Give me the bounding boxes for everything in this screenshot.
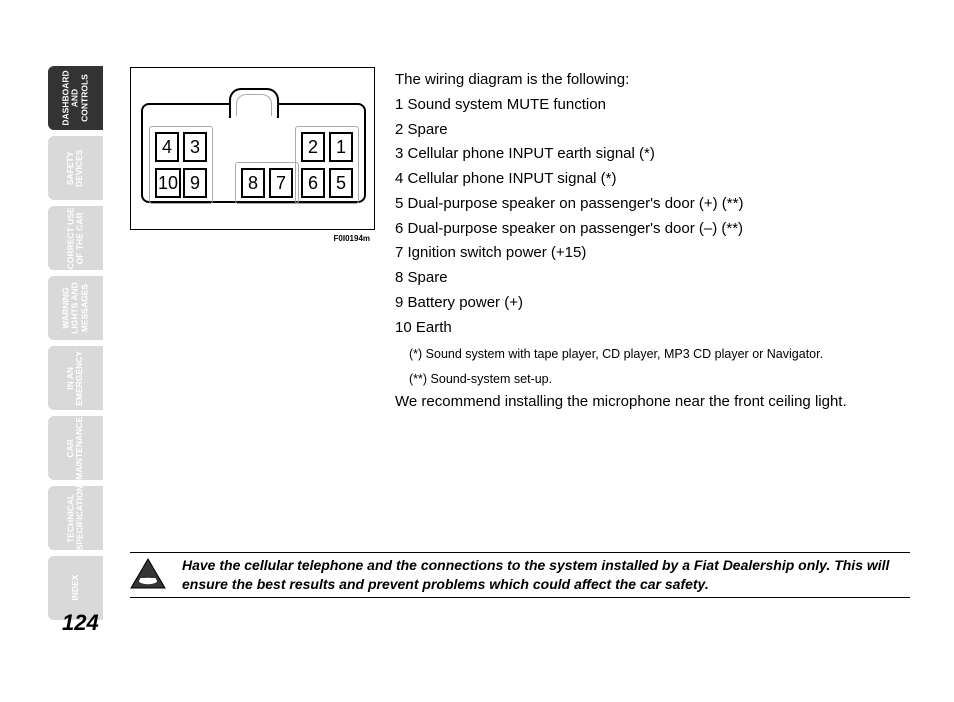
sidebar-tab-label: DASHBOARD AND CONTROLS: [61, 70, 89, 125]
footnote-1: (*) Sound system with tape player, CD pl…: [409, 344, 905, 365]
wiring-item-7: 7 Ignition switch power (+15): [395, 241, 905, 266]
pin-3: 3: [183, 132, 207, 162]
sidebar-tab-label: CAR MAINTENANCE: [66, 417, 85, 480]
wiring-item-2: 2 Spare: [395, 118, 905, 143]
sidebar-tab-3[interactable]: WARNING LIGHTS AND MESSAGES: [48, 276, 103, 340]
sidebar-tab-1[interactable]: SAFETY DEVICES: [48, 136, 103, 200]
wiring-item-1: 1 Sound system MUTE function: [395, 93, 905, 118]
wiring-item-6: 6 Dual-purpose speaker on passenger's do…: [395, 217, 905, 242]
sidebar-nav: DASHBOARD AND CONTROLS SAFETY DEVICES CORR…: [48, 66, 103, 620]
intro-text: The wiring diagram is the following:: [395, 68, 905, 93]
sidebar-tab-0[interactable]: DASHBOARD AND CONTROLS: [48, 66, 103, 130]
diagram-reference: F0I0194m: [334, 234, 370, 243]
warning-note: Have the cellular telephone and the conn…: [130, 552, 910, 598]
sidebar-tab-4[interactable]: IN AN EMERGENCY: [48, 346, 103, 410]
page-number: 124: [62, 610, 99, 636]
pin-1: 1: [329, 132, 353, 162]
pin-2: 2: [301, 132, 325, 162]
sidebar-tab-label: IN AN EMERGENCY: [66, 351, 85, 406]
wiring-item-3: 3 Cellular phone INPUT earth signal (*): [395, 142, 905, 167]
wiring-item-8: 8 Spare: [395, 266, 905, 291]
recommendation-text: We recommend installing the microphone n…: [395, 390, 905, 415]
pin-8: 8: [241, 168, 265, 198]
wiring-item-10: 10 Earth: [395, 316, 905, 341]
wiring-diagram: 43211098765 F0I0194m: [130, 67, 375, 230]
connector-tab-inner: [236, 94, 272, 116]
sidebar-tab-label: WARNING LIGHTS AND MESSAGES: [61, 281, 89, 336]
sidebar-tab-2[interactable]: CORRECT USE OF THE CAR: [48, 206, 103, 270]
footnote-2: (**) Sound-system set-up.: [409, 369, 905, 390]
sidebar-tab-5[interactable]: CAR MAINTENANCE: [48, 416, 103, 480]
warning-icon: [130, 558, 166, 590]
pin-4: 4: [155, 132, 179, 162]
sidebar-tab-label: SAFETY DEVICES: [66, 141, 85, 196]
sidebar-tab-label: CORRECT USE OF THE CAR: [66, 207, 85, 269]
wiring-item-5: 5 Dual-purpose speaker on passenger's do…: [395, 192, 905, 217]
pin-6: 6: [301, 168, 325, 198]
pin-7: 7: [269, 168, 293, 198]
main-content: The wiring diagram is the following:1 So…: [395, 68, 905, 414]
warning-text: Have the cellular telephone and the conn…: [182, 556, 910, 594]
pin-9: 9: [183, 168, 207, 198]
wiring-item-9: 9 Battery power (+): [395, 291, 905, 316]
pin-10: 10: [155, 168, 181, 198]
wiring-item-4: 4 Cellular phone INPUT signal (*): [395, 167, 905, 192]
sidebar-tab-6[interactable]: TECHNICAL SPECIFICATIONS: [48, 486, 103, 550]
sidebar-tab-label: INDEX: [71, 561, 80, 616]
sidebar-tab-label: TECHNICAL SPECIFICATIONS: [66, 486, 85, 550]
pin-5: 5: [329, 168, 353, 198]
